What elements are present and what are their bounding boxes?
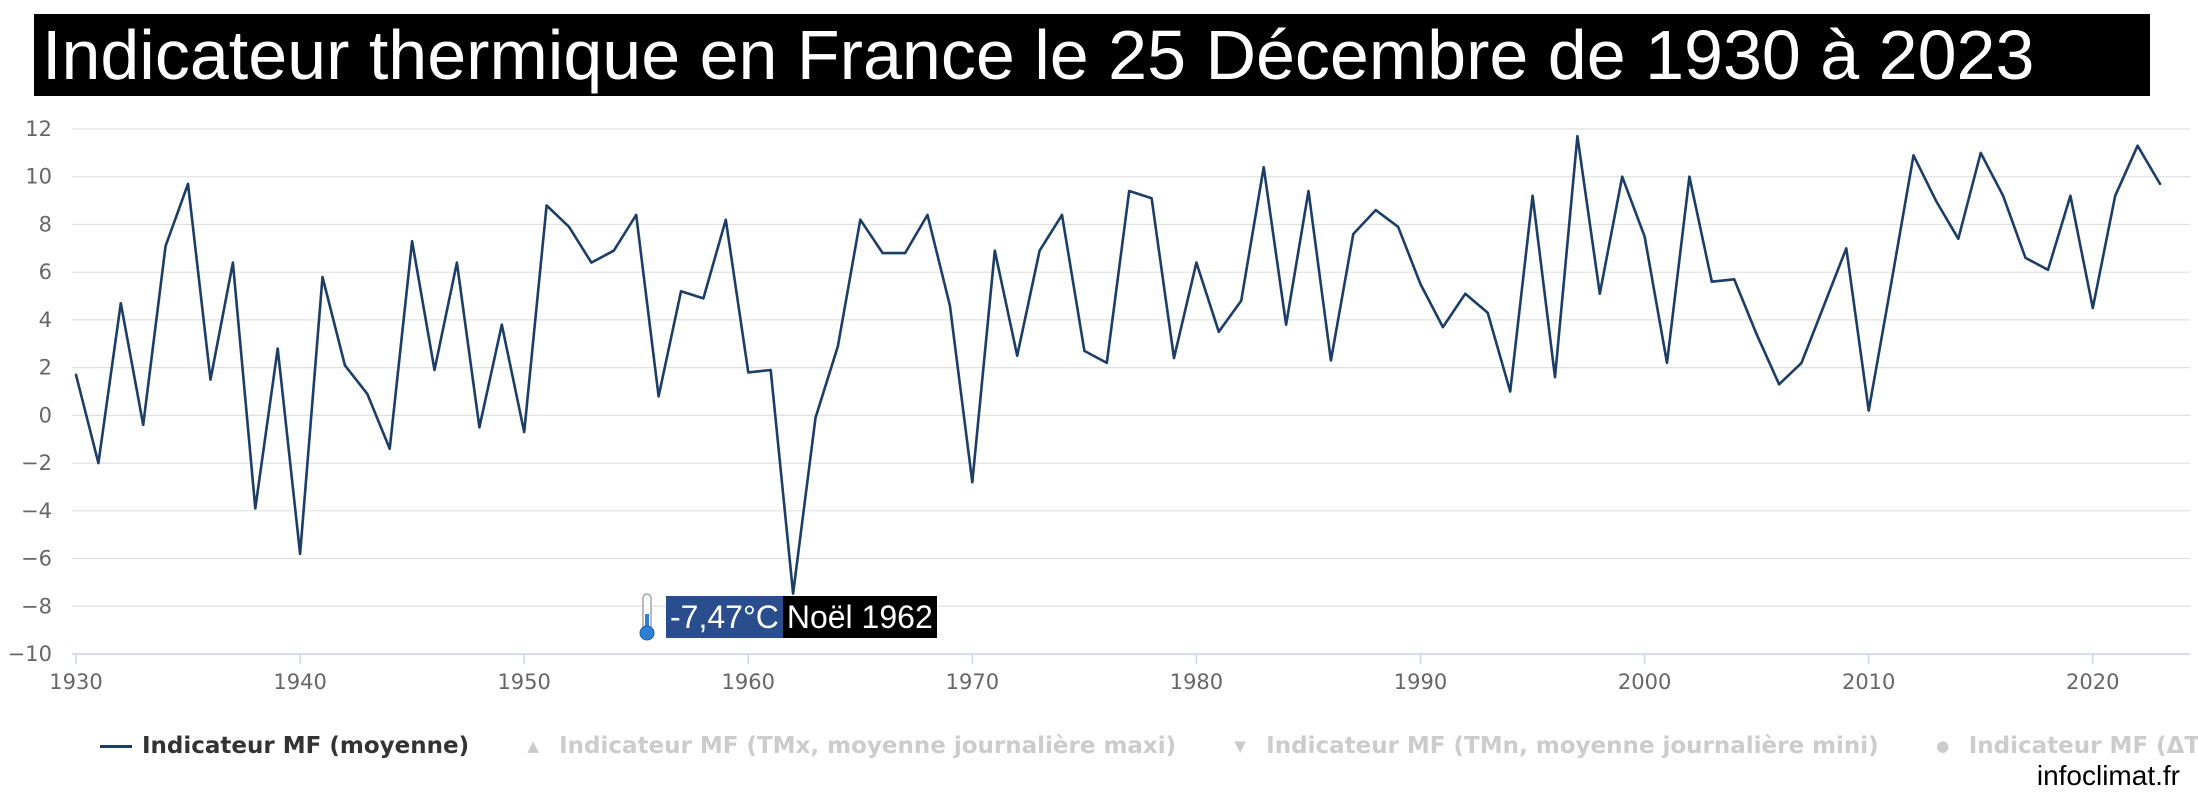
x-tick-label: 1980 [1170, 670, 1223, 694]
y-tick-label: −2 [21, 451, 52, 475]
legend-marker-icon: ▲ [527, 737, 539, 755]
x-tick-label: 1970 [946, 670, 999, 694]
y-tick-label: 12 [25, 117, 52, 141]
x-tick-label: 1990 [1394, 670, 1447, 694]
grid-layer [72, 128, 2190, 655]
y-tick-label: −4 [21, 499, 52, 523]
x-tick-label: 1960 [722, 670, 775, 694]
y-tick-label: −10 [8, 642, 52, 666]
chart-legend: Indicateur MF (moyenne) ▲ Indicateur MF (T… [100, 730, 2198, 762]
thermometer-icon [639, 593, 655, 641]
y-tick-label: 0 [39, 403, 52, 427]
series-line [74, 134, 2162, 595]
legend-label: Indicateur MF (ΔT) [1968, 733, 2198, 759]
x-tick-label: 1940 [273, 670, 326, 694]
series-layer [74, 134, 2162, 595]
y-tick-label: 10 [25, 165, 52, 189]
annotation-temperature: -7,47°C [666, 596, 783, 638]
x-tick-label: 1950 [497, 670, 550, 694]
legend-label: Indicateur MF (TMn, moyenne journalière … [1266, 733, 1879, 759]
legend-line-icon [100, 736, 132, 756]
annotation-callout: -7,47°C Noël 1962 [634, 592, 937, 642]
legend-label: Indicateur MF (TMx, moyenne journalière … [559, 733, 1177, 759]
source-credit: infoclimat.fr [2036, 760, 2180, 791]
y-tick-label: −6 [21, 547, 52, 571]
title-bar: Indicateur thermique en France le 25 Déc… [34, 14, 2150, 96]
x-tick-label: 2000 [1618, 670, 1671, 694]
y-tick-label: −8 [21, 594, 52, 618]
legend-label: Indicateur MF (moyenne) [142, 733, 470, 759]
x-tick-label: 2010 [1842, 670, 1895, 694]
legend-item[interactable]: ● Indicateur MF (ΔT) [1927, 733, 2198, 759]
legend-item[interactable]: Indicateur MF (moyenne) [100, 733, 469, 759]
legend-item[interactable]: ▼ Indicateur MF (TMn, moyenne journalière… [1224, 733, 1879, 759]
annotation-event: Noël 1962 [782, 596, 937, 638]
y-tick-label: 8 [39, 212, 52, 236]
y-tick-label: 2 [39, 356, 52, 380]
chart-title: Indicateur thermique en France le 25 Déc… [42, 16, 2035, 94]
axis-layer: −10 −8 −6 −4 −2 0 2 4 6 8 10 12 1930 1940 1950 1960 1970… [8, 117, 2190, 694]
legend-marker-icon: ● [1936, 737, 1950, 755]
legend-marker-icon: ▼ [1234, 737, 1246, 755]
line-chart: −10 −8 −6 −4 −2 0 2 4 6 8 10 12 1930 1940 1950 1960 1970… [8, 117, 2190, 694]
legend-item[interactable]: ▲ Indicateur MF (TMx, moyenne journalière… [517, 733, 1176, 759]
y-tick-label: 4 [39, 308, 52, 332]
x-tick-label: 1930 [49, 670, 102, 694]
x-tick-label: 2020 [2066, 670, 2119, 694]
y-tick-label: 6 [39, 260, 52, 284]
